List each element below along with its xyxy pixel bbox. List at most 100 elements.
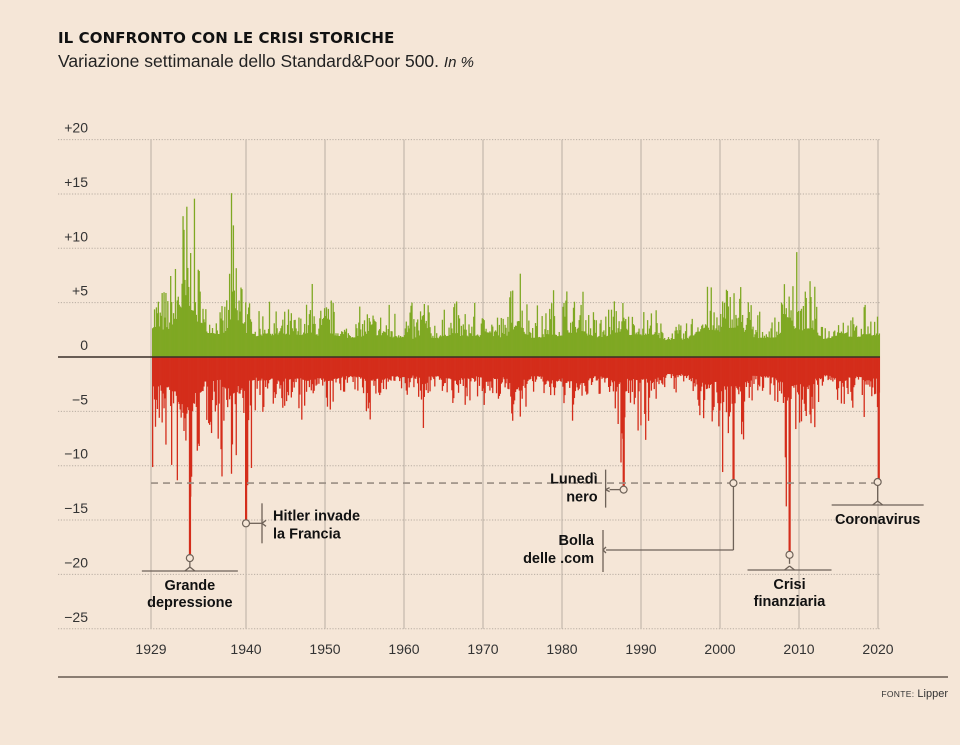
negative-bar <box>583 357 585 383</box>
positive-bar <box>737 325 739 357</box>
negative-bar <box>167 357 169 388</box>
positive-bar <box>479 335 482 357</box>
positive-bar <box>329 333 331 357</box>
negative-bar <box>598 357 600 394</box>
positive-bar <box>447 335 449 357</box>
positive-bar <box>399 335 402 357</box>
negative-bar <box>253 357 255 380</box>
negative-bar <box>761 357 764 391</box>
positive-bar <box>834 330 836 357</box>
positive-bar <box>229 319 232 357</box>
negative-bar <box>393 357 395 381</box>
positive-bar <box>652 334 654 357</box>
positive-bar <box>848 336 850 357</box>
negative-bar <box>509 357 511 384</box>
negative-bar <box>790 357 792 399</box>
negative-bar <box>836 357 839 400</box>
positive-bar <box>756 332 758 357</box>
positive-bar <box>598 335 600 357</box>
negative-bar <box>181 357 183 405</box>
positive-bar <box>299 334 301 357</box>
positive-bar <box>331 333 333 357</box>
negative-bar <box>831 357 833 378</box>
positive-bar <box>878 333 881 357</box>
negative-bar <box>749 357 751 387</box>
negative-bar <box>548 357 550 382</box>
subtitle-text: Variazione settimanale dello Standard&Po… <box>58 51 440 71</box>
positive-bar <box>444 334 446 357</box>
negative-bar <box>532 357 535 392</box>
negative-bar <box>209 357 212 422</box>
negative-bar <box>274 357 276 398</box>
negative-bar <box>460 357 463 379</box>
positive-bar <box>322 318 324 357</box>
positive-bar <box>538 336 540 357</box>
positive-bar <box>374 321 376 357</box>
negative-bar <box>500 357 502 384</box>
negative-bar <box>595 357 597 381</box>
negative-bar <box>486 357 488 382</box>
negative-bar <box>287 357 290 396</box>
negative-bar <box>470 357 472 382</box>
positive-bar <box>404 328 406 357</box>
negative-bar <box>579 357 581 385</box>
negative-bar <box>435 357 437 377</box>
positive-bar <box>589 328 592 357</box>
positive-bar <box>607 335 609 357</box>
positive-bar <box>818 335 821 357</box>
negative-bar <box>827 357 829 381</box>
negative-bar <box>441 357 444 391</box>
negative-bar <box>600 357 602 377</box>
negative-bar <box>442 357 444 387</box>
negative-bar <box>695 357 697 380</box>
positive-bar <box>317 335 319 357</box>
positive-bar <box>862 333 864 357</box>
positive-bar <box>619 331 621 357</box>
negative-bar <box>285 357 287 379</box>
negative-bar <box>586 357 588 395</box>
negative-bar <box>359 357 361 378</box>
positive-bar <box>448 327 450 357</box>
positive-bar <box>263 333 265 357</box>
negative-bar <box>349 357 351 377</box>
annotation-label: Lunedì <box>550 472 598 488</box>
positive-bar <box>164 317 166 357</box>
positive-bar <box>494 331 496 357</box>
positive-bar <box>456 333 459 357</box>
positive-bar <box>465 329 467 357</box>
negative-bar <box>874 357 876 395</box>
negative-bar <box>626 357 628 392</box>
negative-bar <box>817 357 819 385</box>
positive-bar <box>158 326 160 357</box>
positive-bar <box>362 335 365 357</box>
positive-bar <box>836 335 838 357</box>
positive-bar <box>601 337 603 357</box>
positive-bar <box>746 318 748 357</box>
positive-bar <box>259 328 261 357</box>
positive-bar <box>682 339 684 357</box>
positive-bar <box>428 312 430 357</box>
positive-bar <box>774 317 776 357</box>
positive-bar <box>497 335 500 357</box>
positive-bar <box>768 331 770 357</box>
negative-bar <box>603 357 605 378</box>
positive-bar <box>532 337 535 357</box>
positive-bar <box>542 334 544 357</box>
positive-bar <box>464 314 466 357</box>
negative-bar <box>568 357 570 382</box>
positive-bar <box>491 324 493 357</box>
positive-bar <box>161 293 163 357</box>
positive-bar <box>864 304 866 357</box>
negative-bar <box>496 357 499 379</box>
positive-bar <box>381 332 384 357</box>
negative-bar <box>329 357 331 410</box>
negative-bar <box>754 357 756 376</box>
negative-bar <box>820 357 823 379</box>
negative-bar <box>845 357 847 381</box>
positive-bar <box>574 326 577 357</box>
positive-bar <box>408 328 410 357</box>
negative-bar <box>172 357 175 404</box>
positive-bar <box>816 306 818 357</box>
positive-bar <box>496 317 499 357</box>
positive-bar <box>289 320 292 357</box>
